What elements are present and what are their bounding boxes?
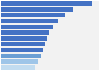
Bar <box>1 19 58 23</box>
Bar <box>1 65 35 70</box>
Bar <box>1 7 73 12</box>
Bar <box>1 13 65 17</box>
Bar <box>1 42 45 46</box>
Bar <box>1 59 38 64</box>
Bar <box>1 54 41 58</box>
Bar <box>1 48 43 52</box>
Bar <box>1 1 92 6</box>
Bar <box>1 36 47 41</box>
Bar <box>1 25 53 29</box>
Bar <box>1 30 50 35</box>
